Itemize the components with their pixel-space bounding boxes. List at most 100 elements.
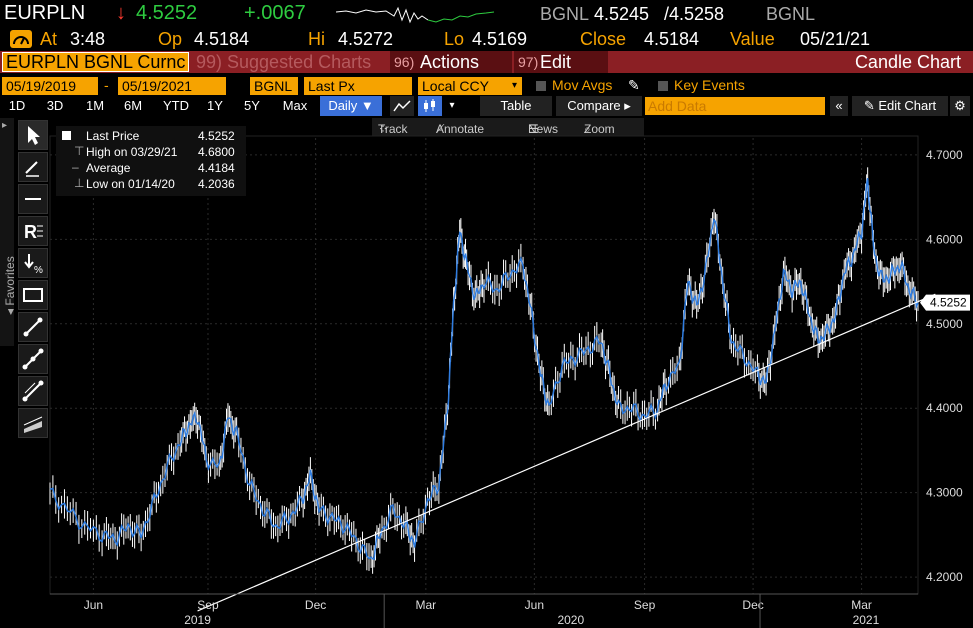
collapse-icon[interactable]: « xyxy=(830,96,848,116)
x-tick-label: Dec xyxy=(742,598,763,612)
text-tool-icon[interactable]: R xyxy=(18,216,48,246)
legend-low-label: Low on 01/14/20 xyxy=(86,177,175,191)
suggested-charts-button[interactable]: 99) Suggested Charts xyxy=(196,52,372,72)
add-data-placeholder: Add Data xyxy=(648,98,707,114)
legend-high-label: High on 03/29/21 xyxy=(86,145,178,159)
favorites-panel[interactable]: ▸ ◂ Favorites xyxy=(0,118,17,346)
down-arrow-icon: ↓ xyxy=(116,2,126,24)
close-value: 4.5184 xyxy=(644,29,700,49)
source-label: BGNL xyxy=(540,4,590,24)
add-data-input[interactable]: Add Data xyxy=(645,97,825,115)
chart-legend: Last Price 4.5252 ⊤ High on 03/29/21 4.6… xyxy=(56,126,246,196)
speedometer-icon[interactable] xyxy=(10,30,32,48)
high-marker-icon: ⊤ xyxy=(74,144,85,158)
line-chart-icon[interactable] xyxy=(390,96,414,116)
plot-frame xyxy=(49,135,919,595)
year-label: 2019 xyxy=(184,613,211,627)
chart-tools-strip: ⁘ Track ⟋ Annotate ☰ News ⌕ Zoom xyxy=(372,118,644,136)
price-chart[interactable]: 4.2000 4.3000 4.4000 4.5000 4.6000 4.7000 Jun S… xyxy=(0,118,973,628)
rectangle-tool-icon[interactable] xyxy=(18,280,48,310)
y-tick-label: 4.2000 xyxy=(926,570,963,584)
high-value: 4.5272 xyxy=(338,29,394,49)
gear-icon[interactable]: ⚙ xyxy=(950,96,970,116)
end-date-field[interactable]: 05/19/2021 xyxy=(118,77,226,95)
period-1d[interactable]: 1D xyxy=(8,98,26,113)
period-max[interactable]: Max xyxy=(282,98,308,113)
frequency-select[interactable]: Daily ▼ xyxy=(320,96,382,116)
field-select[interactable]: Last Px xyxy=(304,77,412,95)
x-tick-label: Jun xyxy=(84,598,103,612)
svg-text:R: R xyxy=(24,222,37,242)
trend-line-segment[interactable] xyxy=(197,293,936,612)
period-1y[interactable]: 1Y xyxy=(207,98,223,113)
news-label: News xyxy=(528,122,559,136)
period-3d[interactable]: 3D xyxy=(46,98,64,113)
price-change: +.0067 xyxy=(244,2,306,24)
start-date-field[interactable]: 05/19/2019 xyxy=(2,77,98,95)
close-label: Close xyxy=(580,29,627,49)
y-tick-label: 4.5000 xyxy=(926,317,963,331)
multi-point-line-tool-icon[interactable] xyxy=(18,344,48,374)
security-field[interactable]: EURPLN BGNL Curnc xyxy=(2,52,190,72)
actions-button[interactable]: 96) Actions xyxy=(390,51,512,73)
x-tick-label: Sep xyxy=(634,598,656,612)
low-label: Lo xyxy=(444,29,465,49)
x-tick-label: Jun xyxy=(525,598,544,612)
quote-time: 3:48 xyxy=(70,29,106,49)
mov-avgs-label[interactable]: Mov Avgs xyxy=(552,77,613,93)
edit-chart-button[interactable]: ✎ Edit Chart xyxy=(852,96,948,116)
cursor-tool-icon[interactable] xyxy=(18,120,48,150)
currency-select[interactable]: Local CCY xyxy=(418,77,522,95)
chart-grid xyxy=(49,135,919,595)
ticker-bar: EURPLN ↓ 4.5252 +.0067 BGNL 4.5245 /4.52… xyxy=(0,0,973,28)
zoom-label: Zoom xyxy=(584,122,615,136)
legend-avg-value: 4.4184 xyxy=(198,161,235,175)
zoom-icon: ⌕ xyxy=(584,122,591,136)
mov-avgs-checkbox[interactable] xyxy=(536,81,546,91)
percent-change-tool-icon[interactable]: % xyxy=(18,248,48,278)
svg-text:%: % xyxy=(34,265,43,276)
open-value: 4.5184 xyxy=(194,29,250,49)
source-field[interactable]: BGNL xyxy=(250,77,298,95)
key-events-label[interactable]: Key Events xyxy=(674,77,745,93)
period-6m[interactable]: 6M xyxy=(123,98,143,113)
x-tick-label: Sep xyxy=(197,598,219,612)
trend-line-tool-icon[interactable] xyxy=(18,312,48,342)
value-date: 05/21/21 xyxy=(800,29,871,49)
legend-high-value: 4.6800 xyxy=(198,145,235,159)
compare-button[interactable]: Compare ▸ xyxy=(556,96,642,116)
edit-button[interactable]: 97) Edit xyxy=(514,51,608,73)
legend-avg-label: Average xyxy=(86,161,131,175)
year-label: 2020 xyxy=(557,613,584,627)
source-label-2: BGNL xyxy=(766,4,816,24)
legend-last-value: 4.5252 xyxy=(198,129,235,143)
key-events-checkbox[interactable] xyxy=(658,81,668,91)
period-5y[interactable]: 5Y xyxy=(244,98,260,113)
pen-tool-icon[interactable] xyxy=(18,152,48,182)
trend-line[interactable] xyxy=(197,293,936,612)
chevron-down-icon: ▾ xyxy=(512,80,518,91)
table-button[interactable]: Table xyxy=(480,96,552,116)
edit-chart-pencil-icon: ✎ xyxy=(863,98,875,113)
period-1m[interactable]: 1M xyxy=(85,98,105,113)
y-tick-label: 4.6000 xyxy=(926,232,963,246)
channel-tool-icon[interactable] xyxy=(18,376,48,406)
news-icon: ☰ xyxy=(528,122,539,136)
legend-last-label: Last Price xyxy=(86,129,140,143)
x-tick-label: Dec xyxy=(305,598,326,612)
chart-style-chevron-icon[interactable]: ▾ xyxy=(449,100,455,111)
track-icon: ⁘ xyxy=(378,122,389,136)
last-price: 4.5252 xyxy=(136,2,198,24)
horizontal-line-tool-icon[interactable] xyxy=(18,184,48,214)
pencil-icon[interactable]: ✎ xyxy=(628,77,640,93)
high-label: Hi xyxy=(308,29,325,49)
ask-price: /4.5258 xyxy=(664,4,725,24)
average-marker-icon: – xyxy=(72,160,79,174)
candle-chart-icon[interactable] xyxy=(418,96,442,116)
y-tick-label: 4.3000 xyxy=(926,486,963,500)
period-ytd[interactable]: YTD xyxy=(163,98,189,113)
edit-chart-label: Edit Chart xyxy=(878,98,937,113)
fibonacci-tool-icon[interactable] xyxy=(18,408,48,438)
legend-last-price: Last Price 4.5252 xyxy=(56,128,246,144)
x-tick-label: Mar xyxy=(416,598,437,612)
